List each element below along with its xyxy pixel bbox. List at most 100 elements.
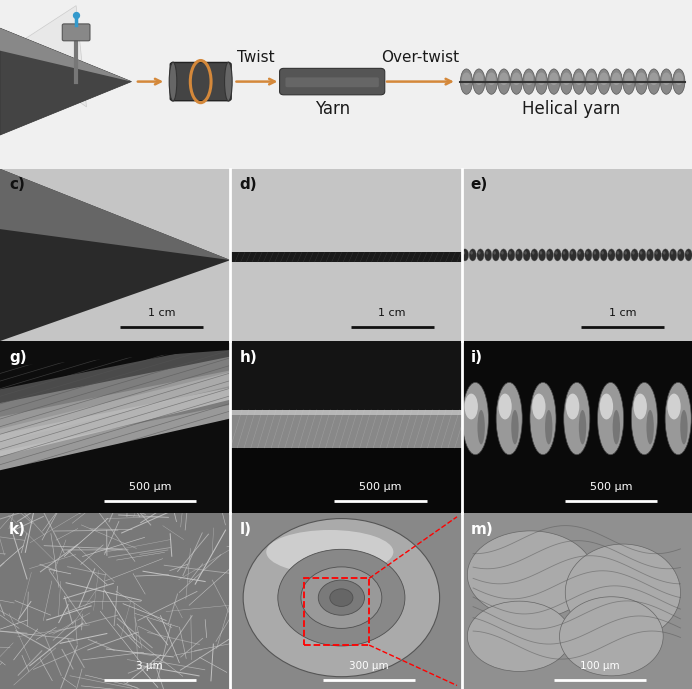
Ellipse shape: [462, 382, 489, 455]
Ellipse shape: [547, 251, 550, 255]
Ellipse shape: [530, 382, 556, 455]
Ellipse shape: [537, 72, 546, 85]
Ellipse shape: [640, 251, 642, 255]
Ellipse shape: [662, 72, 671, 85]
Text: h): h): [239, 350, 257, 364]
Polygon shape: [0, 169, 230, 260]
Ellipse shape: [671, 251, 673, 255]
Ellipse shape: [538, 249, 546, 261]
Ellipse shape: [546, 249, 554, 261]
Text: m): m): [471, 522, 493, 537]
Ellipse shape: [266, 530, 393, 574]
Ellipse shape: [540, 251, 543, 255]
Ellipse shape: [624, 72, 633, 85]
FancyBboxPatch shape: [280, 68, 385, 95]
Ellipse shape: [523, 69, 535, 94]
Ellipse shape: [566, 393, 579, 420]
Ellipse shape: [473, 69, 485, 94]
Ellipse shape: [462, 72, 471, 85]
Ellipse shape: [631, 249, 638, 261]
Ellipse shape: [496, 382, 522, 455]
Ellipse shape: [562, 249, 569, 261]
Ellipse shape: [646, 249, 653, 261]
Ellipse shape: [460, 69, 473, 94]
Ellipse shape: [523, 249, 530, 261]
Text: 500 μm: 500 μm: [359, 482, 402, 492]
Ellipse shape: [498, 393, 511, 420]
Ellipse shape: [680, 410, 688, 444]
Ellipse shape: [467, 601, 571, 671]
Polygon shape: [0, 418, 230, 513]
Ellipse shape: [663, 251, 666, 255]
Ellipse shape: [475, 72, 483, 85]
Ellipse shape: [501, 251, 504, 255]
Polygon shape: [0, 341, 230, 367]
Ellipse shape: [301, 567, 382, 628]
Ellipse shape: [579, 410, 586, 444]
Ellipse shape: [648, 251, 650, 255]
Ellipse shape: [563, 251, 565, 255]
Ellipse shape: [486, 251, 489, 255]
Ellipse shape: [464, 393, 478, 420]
FancyBboxPatch shape: [170, 63, 231, 101]
Ellipse shape: [599, 72, 608, 85]
Ellipse shape: [500, 249, 507, 261]
FancyBboxPatch shape: [285, 77, 379, 88]
Text: 100 μm: 100 μm: [580, 661, 619, 670]
Ellipse shape: [224, 62, 232, 101]
Ellipse shape: [646, 410, 654, 444]
Text: Helical yarn: Helical yarn: [522, 100, 620, 119]
Text: d): d): [239, 177, 257, 192]
Text: Over-twist: Over-twist: [381, 50, 459, 65]
Ellipse shape: [598, 382, 623, 455]
Ellipse shape: [477, 249, 484, 261]
Text: 500 μm: 500 μm: [590, 482, 632, 492]
Ellipse shape: [608, 249, 615, 261]
Text: k): k): [9, 522, 26, 537]
Ellipse shape: [675, 72, 683, 85]
Ellipse shape: [169, 62, 177, 101]
Ellipse shape: [462, 249, 468, 261]
Text: i): i): [471, 350, 483, 364]
Polygon shape: [0, 28, 131, 81]
Ellipse shape: [655, 251, 658, 255]
Polygon shape: [0, 28, 131, 135]
Ellipse shape: [462, 251, 465, 255]
Bar: [230, 410, 462, 415]
Ellipse shape: [610, 69, 622, 94]
Ellipse shape: [624, 251, 627, 255]
Ellipse shape: [660, 69, 673, 94]
Text: g): g): [9, 350, 27, 364]
Text: 500 μm: 500 μm: [129, 482, 171, 492]
Ellipse shape: [487, 72, 495, 85]
Bar: [230, 341, 462, 413]
Ellipse shape: [670, 249, 677, 261]
Ellipse shape: [616, 249, 623, 261]
Ellipse shape: [600, 249, 608, 261]
Text: c): c): [9, 177, 25, 192]
Ellipse shape: [631, 382, 657, 455]
Ellipse shape: [686, 251, 689, 255]
Ellipse shape: [555, 251, 558, 255]
FancyBboxPatch shape: [62, 24, 90, 41]
Ellipse shape: [498, 69, 510, 94]
Ellipse shape: [585, 249, 592, 261]
Ellipse shape: [565, 544, 680, 641]
Ellipse shape: [512, 72, 521, 85]
Ellipse shape: [677, 249, 684, 261]
Ellipse shape: [592, 249, 600, 261]
Ellipse shape: [648, 69, 660, 94]
Ellipse shape: [579, 251, 581, 255]
Ellipse shape: [637, 72, 646, 85]
Ellipse shape: [500, 72, 509, 85]
Ellipse shape: [587, 72, 596, 85]
Ellipse shape: [574, 72, 583, 85]
Text: 1 cm: 1 cm: [147, 308, 175, 318]
Ellipse shape: [545, 410, 552, 444]
Ellipse shape: [577, 249, 584, 261]
Ellipse shape: [634, 393, 647, 420]
Ellipse shape: [601, 251, 604, 255]
Ellipse shape: [623, 249, 630, 261]
Polygon shape: [0, 342, 230, 429]
Ellipse shape: [554, 249, 561, 261]
